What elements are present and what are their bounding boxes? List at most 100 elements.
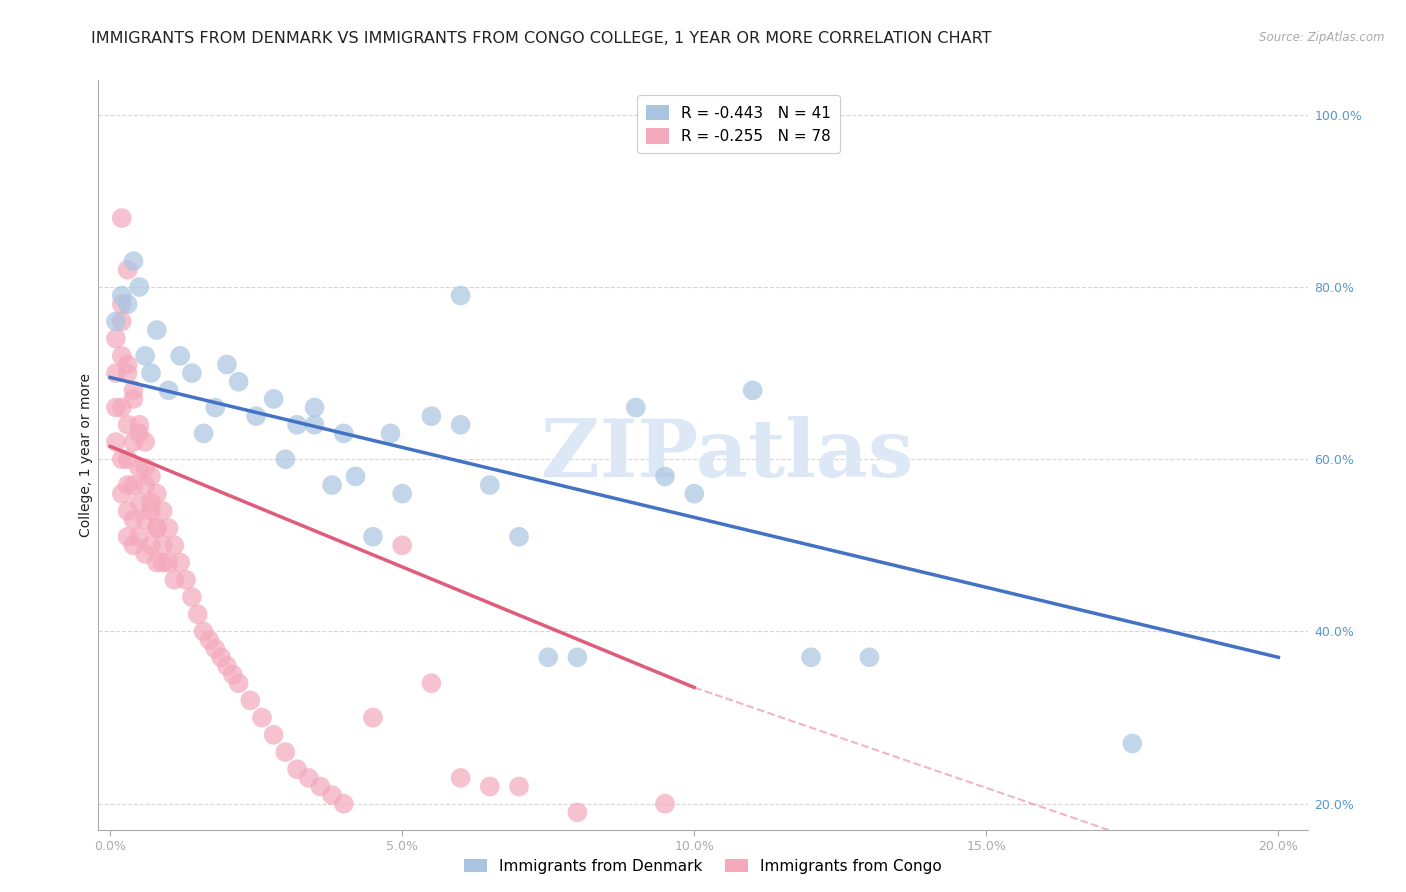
Point: [209, 650, 232, 665]
Point: [146, 521, 169, 535]
Point: [304, 417, 326, 432]
Point: [128, 280, 150, 294]
Point: [741, 384, 763, 398]
Point: [321, 478, 343, 492]
Point: [800, 650, 823, 665]
Point: [111, 314, 134, 328]
Point: [215, 358, 238, 372]
Point: [146, 323, 169, 337]
Point: [250, 710, 273, 724]
Point: [134, 478, 156, 492]
Point: [134, 512, 156, 526]
Point: [122, 384, 145, 398]
Point: [111, 211, 134, 225]
Point: [139, 504, 162, 518]
Point: [157, 556, 180, 570]
Point: [139, 469, 162, 483]
Point: [204, 401, 226, 415]
Point: [146, 521, 169, 535]
Point: [169, 349, 191, 363]
Point: [654, 797, 676, 811]
Point: [204, 641, 226, 656]
Point: [139, 495, 162, 509]
Point: [321, 788, 343, 802]
Point: [128, 417, 150, 432]
Point: [134, 547, 156, 561]
Point: [117, 297, 139, 311]
Point: [128, 460, 150, 475]
Point: [117, 366, 139, 380]
Point: [228, 676, 250, 690]
Point: [169, 556, 191, 570]
Point: [128, 530, 150, 544]
Point: [285, 417, 308, 432]
Point: [450, 771, 472, 785]
Point: [450, 417, 472, 432]
Point: [274, 452, 297, 467]
Point: [245, 409, 267, 424]
Point: [146, 486, 169, 500]
Point: [187, 607, 209, 622]
Point: [567, 650, 589, 665]
Point: [111, 288, 134, 302]
Point: [380, 426, 402, 441]
Legend: Immigrants from Denmark, Immigrants from Congo: Immigrants from Denmark, Immigrants from…: [458, 853, 948, 880]
Point: [215, 659, 238, 673]
Point: [152, 504, 174, 518]
Point: [239, 693, 262, 707]
Point: [104, 401, 127, 415]
Point: [117, 452, 139, 467]
Legend: R = -0.443   N = 41, R = -0.255   N = 78: R = -0.443 N = 41, R = -0.255 N = 78: [637, 95, 841, 153]
Point: [128, 426, 150, 441]
Point: [274, 745, 297, 759]
Point: [134, 349, 156, 363]
Point: [263, 392, 285, 406]
Point: [361, 530, 384, 544]
Point: [1121, 736, 1143, 750]
Point: [420, 676, 443, 690]
Point: [104, 435, 127, 450]
Point: [174, 573, 197, 587]
Point: [104, 332, 127, 346]
Point: [304, 401, 326, 415]
Point: [117, 358, 139, 372]
Point: [134, 460, 156, 475]
Point: [122, 478, 145, 492]
Point: [157, 384, 180, 398]
Point: [508, 780, 530, 794]
Point: [180, 366, 202, 380]
Point: [163, 573, 186, 587]
Point: [122, 392, 145, 406]
Point: [152, 538, 174, 552]
Point: [104, 366, 127, 380]
Point: [122, 254, 145, 268]
Point: [139, 366, 162, 380]
Point: [146, 556, 169, 570]
Point: [309, 780, 332, 794]
Point: [228, 375, 250, 389]
Point: [117, 478, 139, 492]
Point: [157, 521, 180, 535]
Point: [111, 349, 134, 363]
Point: [193, 426, 215, 441]
Point: [198, 633, 221, 648]
Point: [478, 478, 501, 492]
Point: [122, 435, 145, 450]
Point: [263, 728, 285, 742]
Point: [111, 452, 134, 467]
Point: [222, 667, 245, 681]
Point: [567, 805, 589, 820]
Y-axis label: College, 1 year or more: College, 1 year or more: [79, 373, 93, 537]
Point: [111, 486, 134, 500]
Point: [111, 401, 134, 415]
Point: [122, 538, 145, 552]
Text: IMMIGRANTS FROM DENMARK VS IMMIGRANTS FROM CONGO COLLEGE, 1 YEAR OR MORE CORRELA: IMMIGRANTS FROM DENMARK VS IMMIGRANTS FR…: [91, 31, 991, 46]
Point: [654, 469, 676, 483]
Point: [450, 288, 472, 302]
Point: [122, 512, 145, 526]
Point: [508, 530, 530, 544]
Point: [111, 297, 134, 311]
Point: [858, 650, 880, 665]
Point: [420, 409, 443, 424]
Point: [478, 780, 501, 794]
